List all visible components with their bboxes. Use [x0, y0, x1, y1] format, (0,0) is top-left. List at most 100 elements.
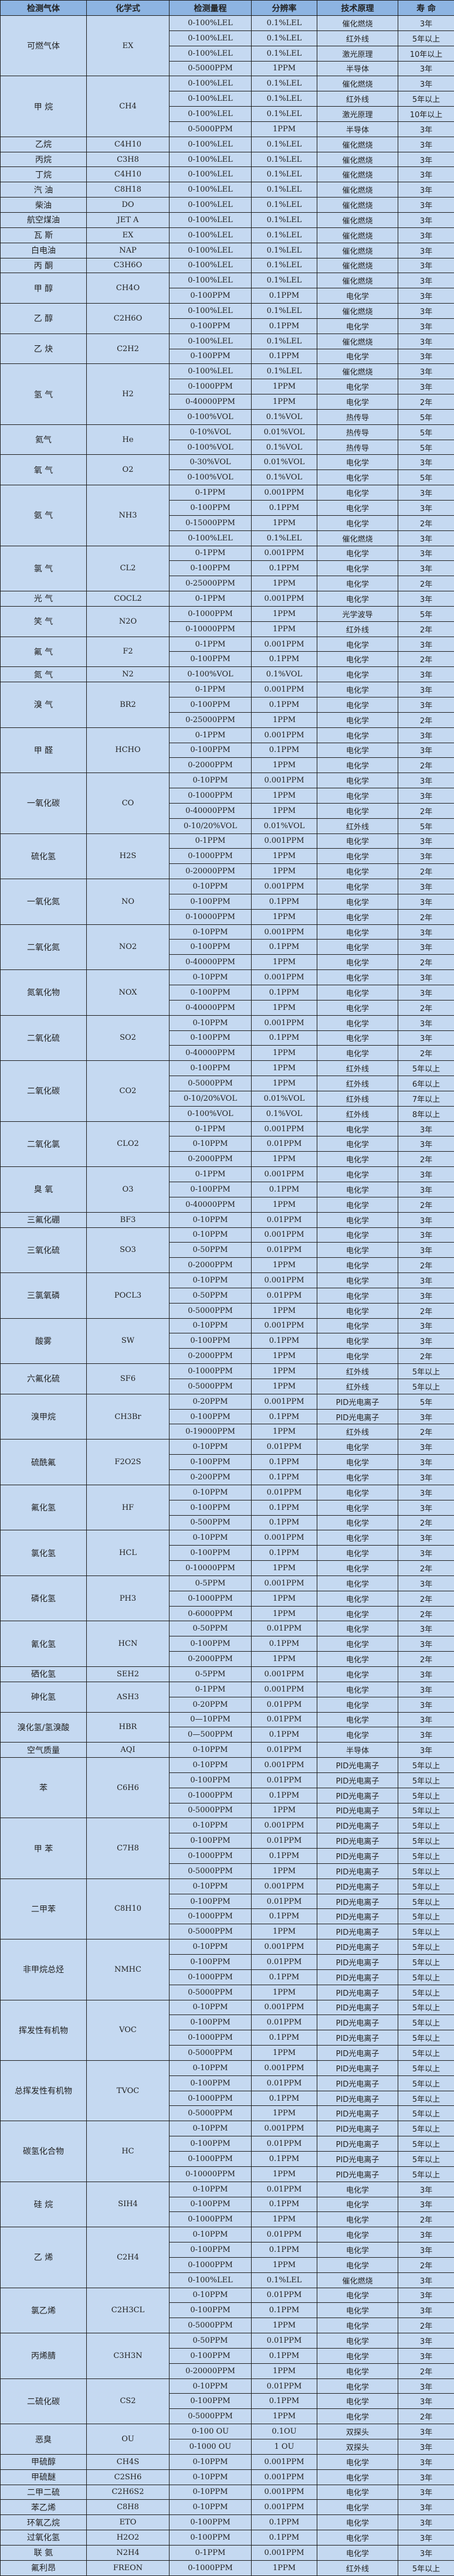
lifespan-cell: 3年: [398, 258, 454, 273]
range-cell: 0-100PPM: [170, 1409, 252, 1424]
lifespan-cell: 5年以上: [398, 2121, 454, 2136]
principle-cell: 电化学: [317, 515, 398, 530]
resolution-cell: 0.1PPM: [252, 2030, 317, 2046]
range-cell: 0-25000PPM: [170, 576, 252, 591]
resolution-cell: 0.1PPM: [252, 2530, 317, 2546]
principle-cell: 电化学: [317, 2500, 398, 2515]
range-cell: 0-5000PPM: [170, 2318, 252, 2333]
range-cell: 0-30%VOL: [170, 455, 252, 470]
range-cell: 0-1000PPM: [170, 788, 252, 804]
lifespan-cell: 3年: [398, 1182, 454, 1197]
lifespan-cell: 2年: [398, 621, 454, 637]
principle-cell: 电化学: [317, 667, 398, 682]
principle-cell: 电化学: [317, 1182, 398, 1197]
lifespan-cell: 3年: [398, 940, 454, 955]
range-cell: 0-1PPM: [170, 485, 252, 501]
resolution-cell: 0.001PPM: [252, 879, 317, 894]
gas-name-cell: 可燃气体: [1, 16, 87, 76]
range-cell: 0-40000PPM: [170, 1197, 252, 1212]
principle-cell: PID光电离子: [317, 2106, 398, 2121]
resolution-cell: 1PPM: [252, 1076, 317, 1091]
gas-name-cell: 三氯氧磷: [1, 1273, 87, 1319]
range-cell: 0-200PPM: [170, 1470, 252, 1485]
resolution-cell: 0.001PPM: [252, 485, 317, 501]
principle-cell: 电化学: [317, 2530, 398, 2546]
principle-cell: PID光电离子: [317, 1894, 398, 1909]
principle-cell: 电化学: [317, 2303, 398, 2318]
range-cell: 0-10000PPM: [170, 2166, 252, 2182]
lifespan-cell: 5年以上: [398, 1379, 454, 1394]
resolution-cell: 0.001PPM: [252, 1121, 317, 1136]
principle-cell: 红外线: [317, 1379, 398, 1394]
resolution-cell: 0.1%LEL: [252, 364, 317, 379]
principle-cell: 电化学: [317, 2545, 398, 2560]
range-cell: 0-1PPM: [170, 727, 252, 743]
lifespan-cell: 3年: [398, 2394, 454, 2409]
resolution-cell: 0.1%LEL: [252, 91, 317, 107]
formula-cell: H2S: [87, 833, 170, 879]
range-cell: 0-100PPM: [170, 288, 252, 304]
principle-cell: 电化学: [317, 2454, 398, 2469]
range-cell: 0-10PPM: [170, 1136, 252, 1152]
principle-cell: 电化学: [317, 318, 398, 334]
range-cell: 0-50PPM: [170, 2333, 252, 2349]
resolution-cell: 0.01PPM: [252, 2015, 317, 2030]
principle-cell: 催化燃烧: [317, 304, 398, 319]
principle-cell: 热传导: [317, 409, 398, 424]
resolution-cell: 0.1%LEL: [252, 212, 317, 227]
range-cell: 0-19000PPM: [170, 1424, 252, 1440]
range-cell: 0-1000PPM: [170, 2151, 252, 2166]
lifespan-cell: 5年: [398, 606, 454, 621]
principle-cell: PID光电离子: [317, 1849, 398, 1864]
principle-cell: 电化学: [317, 712, 398, 727]
principle-cell: 红外线: [317, 30, 398, 46]
lifespan-cell: 10年以上: [398, 46, 454, 61]
lifespan-cell: 5年以上: [398, 2030, 454, 2046]
formula-cell: ETO: [87, 2515, 170, 2530]
principle-cell: 电化学: [317, 2409, 398, 2424]
gas-name-cell: 乙 炔: [1, 334, 87, 364]
range-cell: 0-100%VOL: [170, 470, 252, 485]
lifespan-cell: 3年: [398, 1697, 454, 1712]
gas-name-cell: 氟利昂: [1, 2560, 87, 2575]
lifespan-cell: 3年: [398, 682, 454, 697]
resolution-cell: 0.001PPM: [252, 1227, 317, 1243]
principle-cell: 电化学: [317, 2227, 398, 2242]
gas-name-cell: 氰化氢: [1, 1621, 87, 1667]
resolution-cell: 0.1PPM: [252, 1333, 317, 1349]
resolution-cell: 0.1%LEL: [252, 334, 317, 349]
lifespan-cell: 3年: [398, 364, 454, 379]
principle-cell: 电化学: [317, 1243, 398, 1258]
gas-name-cell: 航空煤油: [1, 212, 87, 227]
lifespan-cell: 5年以上: [398, 1061, 454, 1076]
range-cell: 0-1000PPM: [170, 1969, 252, 1985]
resolution-cell: 1PPM: [252, 2318, 317, 2333]
resolution-cell: 0.001PPM: [252, 1682, 317, 1697]
range-cell: 0-40000PPM: [170, 955, 252, 970]
lifespan-cell: 5年以上: [398, 1849, 454, 1864]
lifespan-cell: 3年: [398, 2500, 454, 2515]
lifespan-cell: 3年: [398, 788, 454, 804]
lifespan-cell: 3年: [398, 727, 454, 743]
resolution-cell: 0.001PPM: [252, 1939, 317, 1955]
resolution-cell: 0.01%VOL: [252, 455, 317, 470]
lifespan-cell: 3年: [398, 198, 454, 213]
resolution-cell: 0.1PPM: [252, 1515, 317, 1530]
lifespan-cell: 5年以上: [398, 1955, 454, 1970]
principle-cell: 催化燃烧: [317, 167, 398, 182]
range-cell: 0-100PPM: [170, 1894, 252, 1909]
principle-cell: 电化学: [317, 970, 398, 985]
formula-cell: C2H6S2: [87, 2485, 170, 2500]
principle-cell: 电化学: [317, 849, 398, 864]
